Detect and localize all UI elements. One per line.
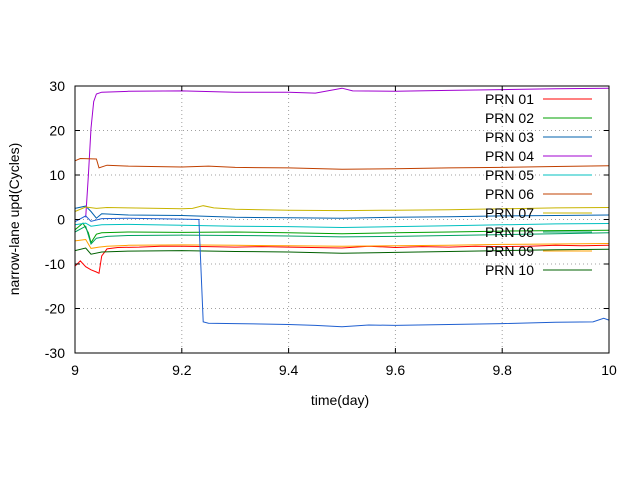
legend-label: PRN 09 xyxy=(485,243,534,259)
legend-label: PRN 10 xyxy=(485,262,534,278)
series-line xyxy=(74,238,610,249)
x-tick-label: 9.4 xyxy=(279,362,299,378)
series-line xyxy=(74,222,610,229)
x-tick-label: 9.8 xyxy=(492,362,512,378)
y-tick-label: 0 xyxy=(57,212,65,228)
legend-label: PRN 06 xyxy=(485,186,534,202)
y-tick-label: -30 xyxy=(45,345,65,361)
legend-label: PRN 01 xyxy=(485,91,534,107)
x-tick-label: 9.2 xyxy=(172,362,192,378)
x-tick-label: 9 xyxy=(71,362,79,378)
plot-lines xyxy=(74,87,610,328)
series-line xyxy=(85,87,610,218)
series-line xyxy=(74,244,610,275)
y-axis-label: narrow-lane upd(Cycles) xyxy=(6,143,22,296)
legend-label: PRN 05 xyxy=(485,167,534,183)
x-ticks: 9 9.2 9.4 9.6 9.8 10 xyxy=(71,86,617,378)
legend-label: PRN 03 xyxy=(485,129,534,145)
legend-label: PRN 04 xyxy=(485,148,534,164)
series-line xyxy=(74,225,610,245)
legend-label: PRN 02 xyxy=(485,110,534,126)
y-tick-label: 20 xyxy=(49,123,65,139)
series-line xyxy=(74,247,610,255)
grid xyxy=(75,86,609,353)
y-tick-label: -20 xyxy=(45,301,65,317)
series-line xyxy=(74,215,610,328)
y-tick-label: -10 xyxy=(45,256,65,272)
legend-label: PRN 07 xyxy=(485,205,534,221)
y-ticks: -30 -20 -10 0 10 20 30 xyxy=(45,78,609,361)
legend: PRN 01 PRN 02 PRN 03 PRN 04 PRN 05 PRN 06 PRN … xyxy=(485,91,592,278)
y-tick-label: 30 xyxy=(49,78,65,94)
series-line xyxy=(74,222,610,244)
series-line xyxy=(74,205,610,219)
legend-label: PRN 08 xyxy=(485,224,534,240)
y-tick-label: 10 xyxy=(49,167,65,183)
series-line xyxy=(74,157,610,170)
x-axis-label: time(day) xyxy=(311,392,369,408)
x-tick-label: 9.6 xyxy=(386,362,406,378)
x-tick-label: 10 xyxy=(601,362,617,378)
series-line xyxy=(74,205,610,212)
